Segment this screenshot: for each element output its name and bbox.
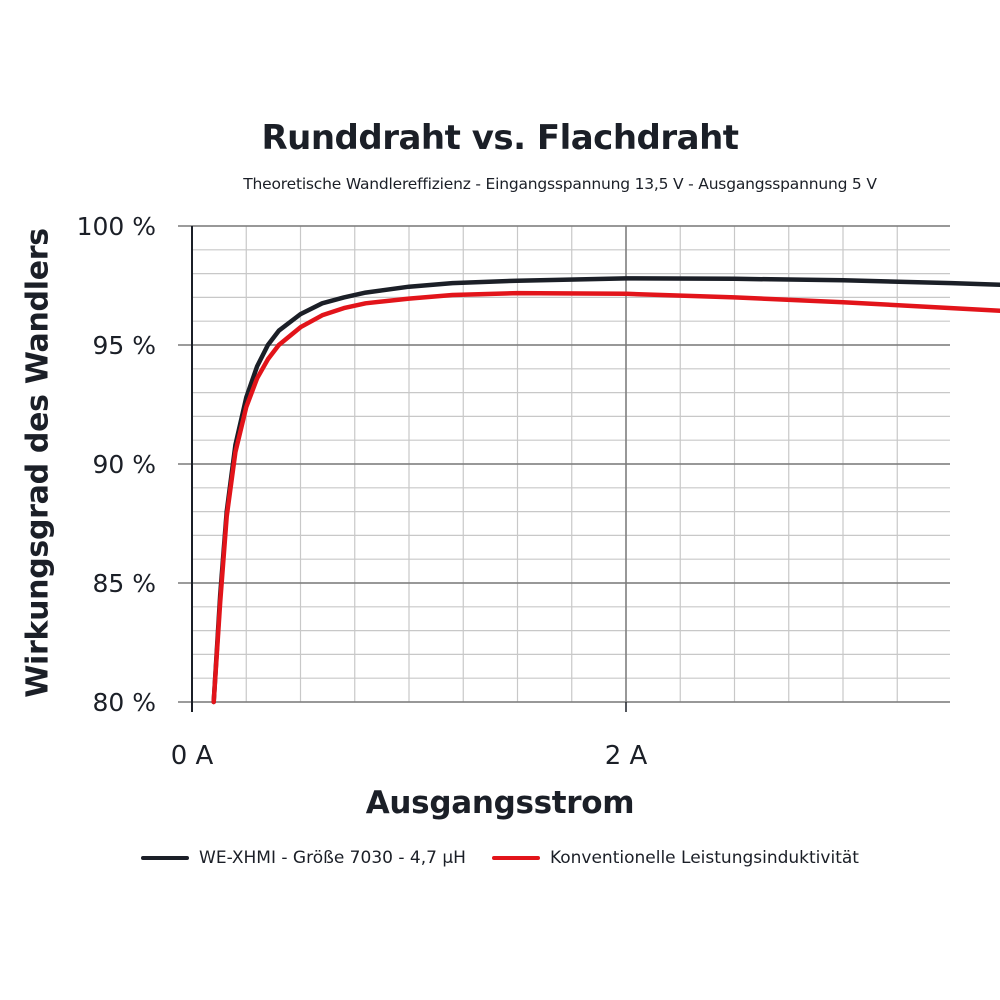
chart-subtitle: Theoretische Wandlereffizienz - Eingangs… <box>243 175 877 193</box>
y-tick-label: 80 % <box>92 688 156 717</box>
legend-label-series-2: Konventionelle Leistungsinduktivität <box>549 848 859 868</box>
legend-swatch-series-1 <box>141 856 190 860</box>
x-tick-label: 0 A <box>171 741 214 771</box>
legend-swatch-series-2 <box>491 856 540 860</box>
y-tick-label: 100 % <box>77 212 156 241</box>
legend-item-series-2: Konventionelle Leistungsinduktivität <box>491 848 859 868</box>
legend-label-series-1: WE-XHMI - Größe 7030 - 4,7 µH <box>199 848 466 868</box>
y-tick-label: 95 % <box>92 331 156 360</box>
series-line-2 <box>211 290 1000 705</box>
y-tick-label: 85 % <box>92 569 156 598</box>
x-axis-label: Ausgangsstrom <box>365 785 635 821</box>
chart-title: Runddraht vs. Flachdraht <box>261 118 739 158</box>
legend-item-series-1: WE-XHMI - Größe 7030 - 4,7 µH <box>141 848 466 868</box>
y-tick-label: 90 % <box>92 450 156 479</box>
series-line-1 <box>211 276 1000 705</box>
x-tick-label: 2 A <box>605 741 648 771</box>
legend: WE-XHMI - Größe 7030 - 4,7 µH Konvention… <box>0 848 1000 868</box>
